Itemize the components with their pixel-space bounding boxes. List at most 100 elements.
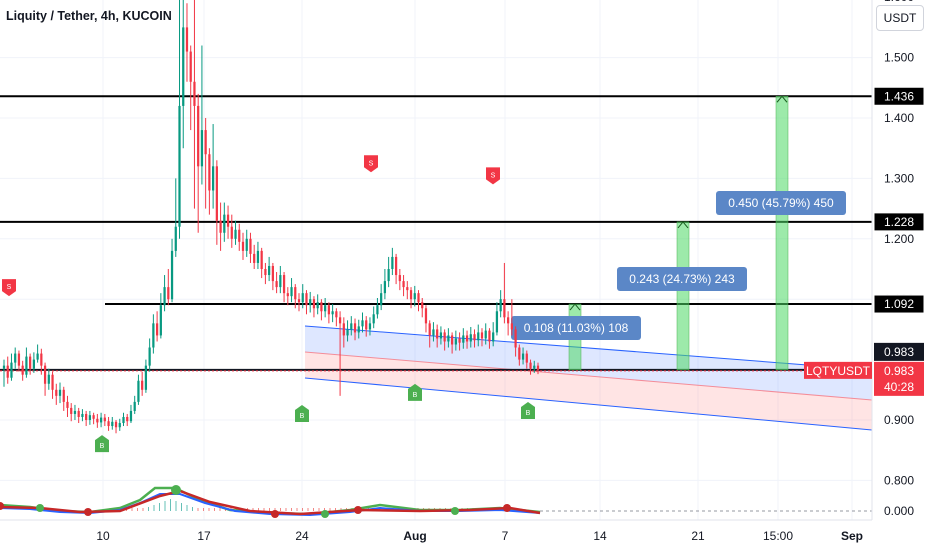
- candle-body: [96, 418, 99, 423]
- candle-body: [159, 305, 162, 336]
- oscillator-cross-dot: [354, 506, 362, 514]
- candle-body: [88, 415, 92, 420]
- level-badge-label: 1.436: [884, 89, 914, 103]
- candle-body: [249, 238, 252, 254]
- candle-body: [432, 329, 435, 336]
- candle-body: [376, 305, 379, 315]
- sell-signal: [486, 167, 500, 185]
- level-badge: [873, 294, 925, 314]
- candle-body: [163, 287, 166, 306]
- candle-body: [10, 362, 13, 378]
- oscillator-cross-dot: [36, 504, 44, 512]
- candle-body: [290, 287, 293, 297]
- candle-body: [219, 220, 222, 233]
- price-badge-label: 0.983: [884, 364, 914, 378]
- candle-body: [118, 423, 121, 428]
- candle-body: [114, 421, 118, 428]
- candle-body: [17, 353, 21, 366]
- candle-body: [409, 290, 413, 300]
- signal-label: S: [369, 160, 374, 167]
- candle-body: [144, 365, 148, 390]
- candle-body: [525, 353, 528, 363]
- grid-horizontal: [0, 57, 872, 481]
- candle-body: [211, 166, 215, 191]
- candle-body: [353, 323, 357, 333]
- candle-body: [241, 241, 245, 251]
- buy-signal: [408, 383, 422, 401]
- oscillator-cross-dot: [503, 504, 511, 512]
- candle-body: [503, 299, 506, 318]
- candle-body: [6, 365, 9, 378]
- candle-body: [357, 326, 360, 333]
- candle-body: [338, 317, 342, 324]
- candle-body: [279, 275, 282, 288]
- candle-body: [439, 332, 443, 339]
- price-badge: [874, 361, 924, 396]
- signal-label: B: [100, 443, 105, 450]
- candle-body: [297, 299, 301, 303]
- oscillator-cross-dot: [171, 485, 181, 495]
- candle-body: [107, 421, 110, 427]
- candle-body: [66, 401, 69, 408]
- candle-body: [443, 332, 446, 342]
- candle-body: [447, 335, 450, 342]
- time-tick-label: 7: [502, 529, 509, 543]
- candle-body: [533, 365, 536, 369]
- candle-body: [413, 293, 416, 300]
- price-tick-label: 1.400: [884, 111, 914, 125]
- time-tick-label: 10: [96, 529, 110, 543]
- channel-mid-line: [304, 351, 873, 401]
- buy-signal: [521, 401, 535, 419]
- candle-body: [14, 353, 17, 363]
- price-tick-label: 0.800: [884, 473, 914, 487]
- candle-body: [268, 265, 271, 276]
- candle-body: [189, 51, 192, 82]
- candle-body: [424, 308, 428, 324]
- buy-signal: [95, 435, 109, 453]
- time-tick-label: 14: [593, 529, 607, 543]
- channel-upper-fill: [305, 326, 872, 400]
- symbol-badge-label: LQTYUSDT: [806, 364, 871, 378]
- price-tick-label: 0.900: [884, 413, 914, 427]
- symbol-badge: [804, 361, 872, 379]
- oscillator-panel: [0, 485, 872, 518]
- signal-label: B: [526, 410, 531, 417]
- candle-body: [99, 417, 103, 423]
- oscillator-cross-dot: [451, 507, 459, 515]
- oscillator-cross-dot: [0, 502, 4, 510]
- candle-body: [316, 302, 319, 309]
- currency-button[interactable]: USDT: [876, 5, 924, 31]
- time-tick-label: Sep: [841, 529, 863, 543]
- candle-body: [70, 407, 73, 414]
- signal-label: B: [300, 413, 305, 420]
- candle-body: [43, 365, 47, 384]
- candle-body: [492, 332, 495, 342]
- candle-body: [155, 323, 159, 336]
- candle-body: [167, 287, 170, 300]
- target-label: 0.243 (24.73%) 243: [629, 272, 735, 286]
- candle-body: [32, 359, 35, 369]
- candle-body: [480, 332, 484, 339]
- chart-title: Liquity / Tether, 4h, KUCOIN: [6, 9, 172, 23]
- candle-body: [62, 389, 65, 402]
- candle-body: [458, 338, 461, 343]
- candle-body: [137, 380, 140, 402]
- candle-body: [331, 311, 334, 315]
- candle-body: [197, 105, 200, 167]
- candle-body: [245, 238, 248, 251]
- candle-body: [361, 320, 364, 327]
- time-tick-label: 15:00: [763, 529, 793, 543]
- candle-body: [301, 293, 304, 303]
- target-bar: [775, 96, 789, 371]
- candle-body: [215, 166, 218, 221]
- candle-body: [260, 250, 263, 269]
- candle-body: [488, 330, 491, 342]
- candle-body: [335, 311, 338, 318]
- candle-body: [312, 299, 316, 309]
- candle-body: [103, 417, 106, 422]
- candle-body: [208, 154, 211, 191]
- price-tick-label: 1.500: [884, 51, 914, 65]
- candle-body: [223, 214, 226, 233]
- sell-signal: [2, 279, 16, 297]
